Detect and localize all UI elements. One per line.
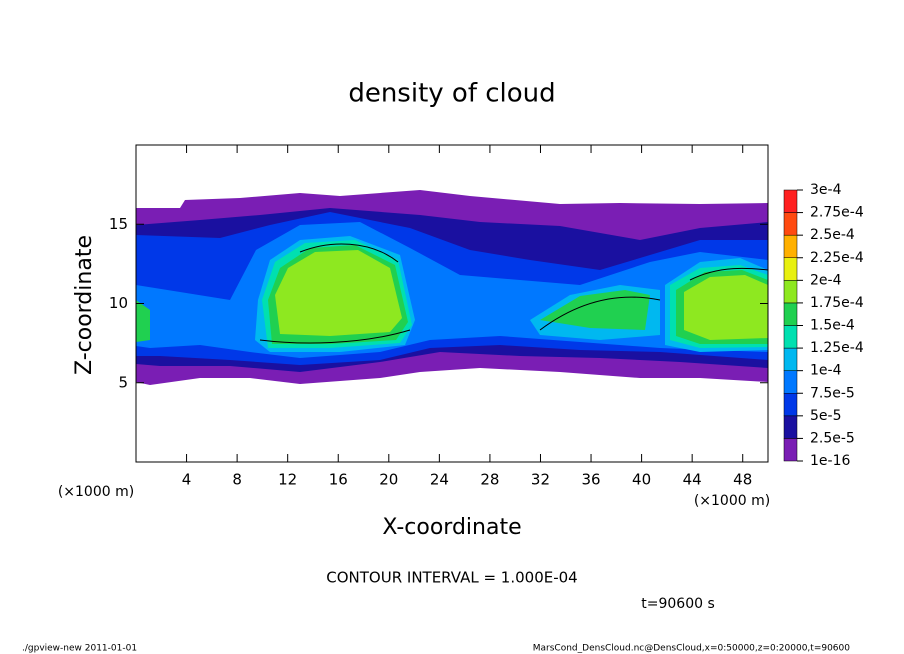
y-tick-label: 15 (109, 215, 128, 233)
colorbar-label: 1e-16 (810, 453, 850, 469)
colorbar-label: 1e-4 (810, 363, 842, 379)
colorbar-label: 2.75e-4 (810, 205, 864, 221)
y-tick-label: 10 (109, 294, 128, 312)
colorbar-label: 2.5e-5 (810, 430, 855, 446)
colorbar-label: 2.5e-4 (810, 227, 855, 243)
colorbar-box (783, 438, 798, 462)
x-tick-label: 32 (531, 471, 550, 489)
x-tick-label: 8 (232, 471, 242, 489)
y-tick-label: 5 (118, 373, 128, 391)
colorbar-label: 1.75e-4 (810, 295, 864, 311)
colorbar-box (783, 302, 798, 326)
colorbar-box (783, 370, 798, 394)
colorbar-box (783, 393, 798, 417)
x-axis-label: X-coordinate (382, 515, 521, 540)
colorbar-box (783, 325, 798, 349)
colorbar-label: 1.25e-4 (810, 340, 864, 356)
x-tick-label: 40 (632, 471, 651, 489)
colorbar-label: 2e-4 (810, 272, 842, 288)
contour-interval: CONTOUR INTERVAL = 1.000E-04 (326, 569, 577, 587)
footer-left: ./gpview-new 2011-01-01 (22, 644, 137, 654)
x-tick-label: 48 (733, 471, 752, 489)
colorbar-box (783, 234, 798, 259)
colorbar-label: 2.25e-4 (810, 250, 864, 266)
cloud-field (136, 190, 768, 385)
colorbar-label: 7.5e-5 (810, 385, 855, 401)
colorbar-box (783, 189, 798, 213)
colorbar-box (783, 280, 798, 304)
x-tick-label: 36 (581, 471, 600, 489)
x-tick-label: 16 (329, 471, 348, 489)
chart-title: density of cloud (348, 79, 555, 109)
colorbar-label: 3e-4 (810, 182, 842, 198)
x-tick-label: 44 (683, 471, 702, 489)
colorbar-box (783, 212, 798, 236)
x-unit: (×1000 m) (694, 493, 770, 509)
y-unit: (×1000 m) (58, 484, 134, 500)
time-label: t=90600 s (641, 596, 715, 612)
y-axis-label: Z-coordinate (72, 235, 97, 375)
colorbar-label: 5e-5 (810, 408, 841, 424)
colorbar-box (783, 347, 798, 371)
footer-right: MarsCond_DensCloud.nc@DensCloud,x=0:5000… (533, 644, 850, 654)
x-tick-label: 4 (182, 471, 192, 489)
x-tick-label: 24 (430, 471, 449, 489)
x-tick-label: 28 (480, 471, 499, 489)
colorbar-label: 1.5e-4 (810, 318, 855, 334)
x-tick-label: 12 (278, 471, 297, 489)
colorbar-box (783, 257, 798, 281)
x-tick-label: 20 (379, 471, 398, 489)
colorbar-box (783, 415, 798, 439)
